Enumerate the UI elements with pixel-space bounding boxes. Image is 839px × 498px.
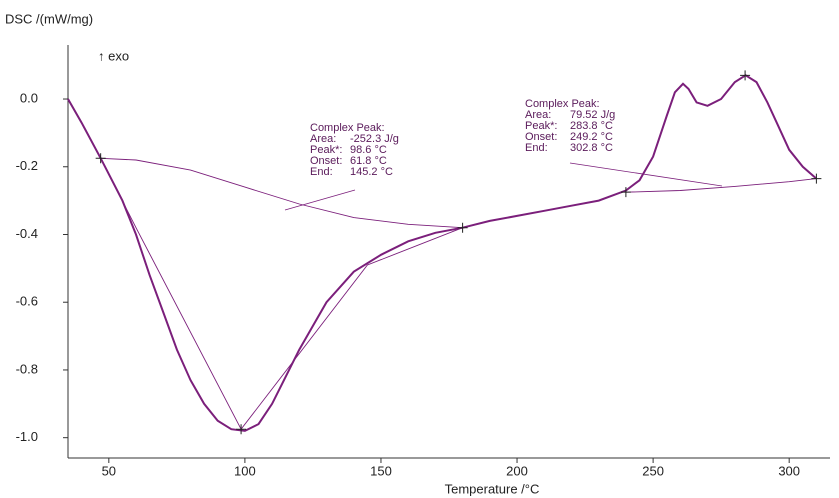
marker — [811, 173, 822, 184]
y-tick-label: 0.0 — [20, 90, 38, 105]
annotation-key: Peak*: — [310, 144, 342, 156]
annotation-value: 283.8 °C — [570, 120, 613, 132]
annotation-key: Onset: — [310, 155, 342, 167]
annotation-value: 302.8 °C — [570, 142, 613, 154]
y-tick-label: -0.6 — [16, 294, 38, 309]
x-tick-label: 100 — [234, 463, 256, 478]
annotation-key: Onset: — [525, 131, 557, 143]
marker — [236, 424, 247, 435]
x-tick-label: 200 — [506, 463, 528, 478]
y-tick-label: -1.0 — [16, 429, 38, 444]
annotation-value: 249.2 °C — [570, 131, 613, 143]
marker — [457, 222, 468, 233]
annotation-value: -252.3 J/g — [350, 133, 399, 145]
y-axis-label: DSC /(mW/mg) — [5, 11, 93, 26]
annotation-key: End: — [525, 142, 548, 154]
annotation-value: 61.8 °C — [350, 155, 387, 167]
annotation-key: End: — [310, 166, 333, 178]
marker — [740, 70, 751, 81]
annotation-key: Peak*: — [525, 120, 557, 132]
annotation-value: 145.2 °C — [350, 166, 393, 178]
annotation-key: Area: — [525, 109, 551, 121]
x-tick-label: 300 — [778, 463, 800, 478]
dsc-curve — [67, 74, 818, 432]
marker — [620, 187, 631, 198]
annotation-value: 98.6 °C — [350, 144, 387, 156]
leader-line — [569, 162, 723, 187]
x-tick-label: 50 — [102, 463, 116, 478]
y-tick-label: -0.8 — [16, 361, 38, 376]
annotation-value: 79.52 J/g — [570, 109, 615, 121]
y-tick-label: -0.2 — [16, 158, 38, 173]
annotation-title: Complex Peak: — [310, 122, 385, 134]
baseline — [100, 157, 463, 229]
y-tick-label: -0.4 — [16, 226, 38, 241]
x-axis-label: Temperature /°C — [445, 481, 540, 496]
annotation-key: Area: — [310, 133, 336, 145]
baseline — [625, 178, 817, 193]
marker — [95, 153, 106, 164]
x-tick-label: 150 — [370, 463, 392, 478]
x-tick-label: 250 — [642, 463, 664, 478]
annotation-title: Complex Peak: — [525, 98, 600, 110]
exo-label: ↑ exo — [98, 48, 129, 63]
leader-line — [284, 189, 356, 211]
